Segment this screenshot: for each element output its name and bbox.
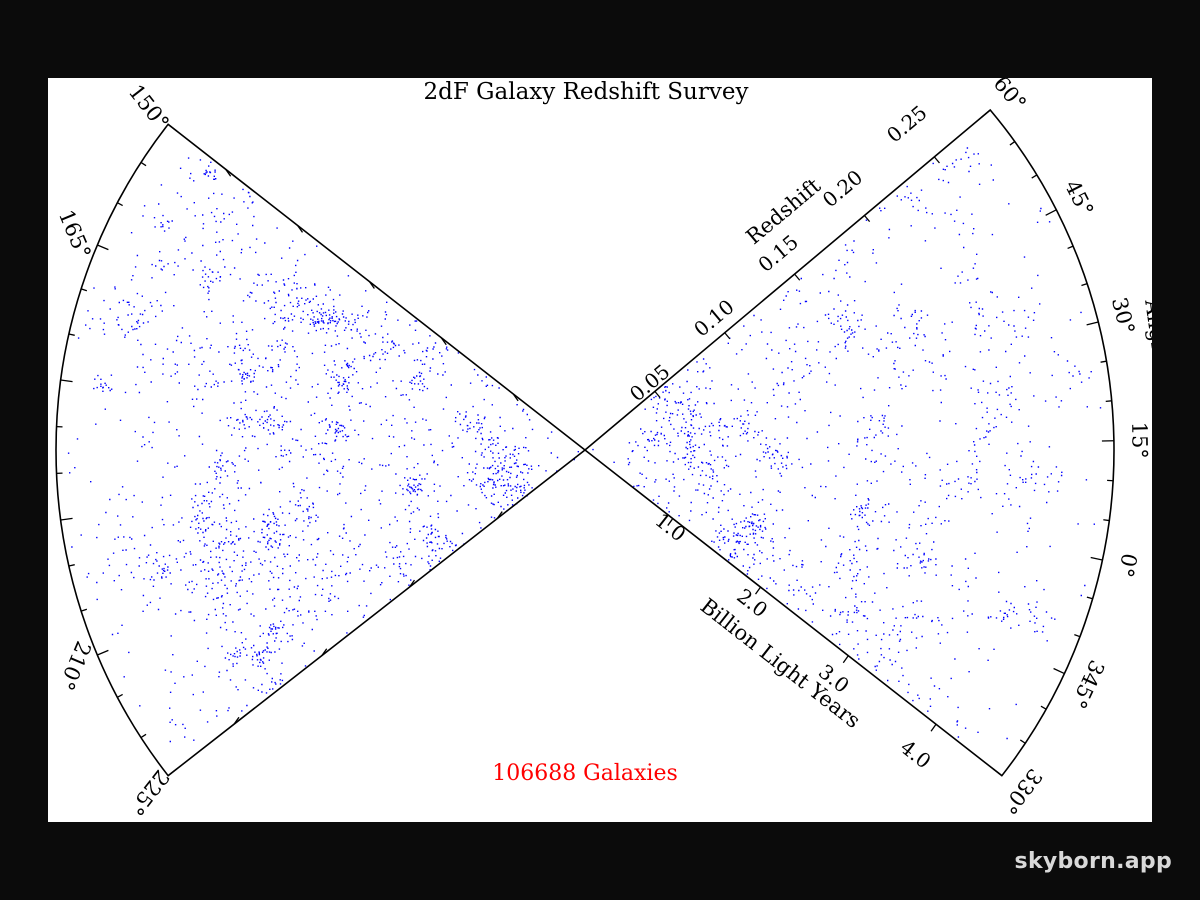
- left-angle-label: 210°: [54, 638, 96, 694]
- left-angle-tick: [97, 244, 109, 251]
- left-angle-tick: [97, 649, 109, 656]
- left-angle-label: 180°: [48, 350, 52, 403]
- redshift-tick: [794, 273, 801, 281]
- redshift-tick: [654, 390, 661, 398]
- galaxy-point-cloud: [67, 147, 1102, 743]
- left-angle-tick: [140, 733, 147, 739]
- right-angle-tick: [1086, 321, 1099, 326]
- right-angle-tick: [1100, 360, 1107, 363]
- left-angle-tick: [68, 333, 75, 336]
- right-angle-tick: [1105, 400, 1112, 403]
- distance-tick-label: 4.0: [896, 735, 936, 773]
- right-angle-tick: [1090, 556, 1103, 561]
- right-angle-tick: [1103, 519, 1110, 522]
- chart-panel: 0.05 0.10 0.15 0.20 0.25 Redshift 1.0 2.0 3.0 4.0…: [48, 78, 1152, 822]
- right-angle-label: 0°: [1113, 551, 1141, 579]
- wedge-frames: [55, 108, 1115, 777]
- left-angle-tick: [167, 767, 178, 777]
- left-angle-tick: [140, 161, 147, 167]
- redshift-tick: [724, 332, 731, 340]
- left-lower-edge-tick: [496, 511, 503, 519]
- left-angle-tick: [167, 123, 178, 133]
- left-angle-label: 225°: [124, 765, 174, 820]
- watermark: skyborn.app: [1014, 849, 1172, 874]
- right-angle-tick: [980, 109, 991, 119]
- distance-tick: [754, 586, 762, 595]
- right-angle-tick: [1019, 739, 1026, 744]
- right-angle-tick: [1053, 667, 1065, 675]
- right-angle-tick: [1031, 174, 1038, 179]
- right-angle-label: 345°: [1066, 656, 1109, 712]
- right-angle-tick: [1067, 245, 1074, 250]
- left-lower-edge-tick: [321, 648, 328, 657]
- left-angle-tick: [68, 564, 75, 567]
- left-angle-label: 165°: [54, 206, 96, 262]
- left-angle-tick: [117, 202, 123, 207]
- right-angle-label: 30°: [1107, 295, 1139, 337]
- galaxy-count-label: 106688 Galaxies: [492, 761, 678, 786]
- right-angle-tick: [1074, 633, 1081, 638]
- right-angle-label: 15°: [1127, 421, 1152, 459]
- left-angle-tick: [60, 379, 73, 383]
- right-angle-tick: [992, 767, 1003, 777]
- left-upper-edge-tick: [225, 168, 232, 177]
- redshift-tick-label: 0.05: [625, 359, 675, 406]
- redshift-tick: [863, 215, 871, 223]
- right-angle-tick: [1086, 596, 1093, 600]
- chart-title: 2dF Galaxy Redshift Survey: [424, 79, 749, 105]
- tick-marks: [56, 109, 1114, 777]
- right-angle-tick: [1045, 209, 1057, 216]
- redshift-tick-label: 0.25: [882, 100, 932, 147]
- left-angle-tick: [117, 693, 123, 698]
- left-upper-edge-tick: [296, 225, 304, 233]
- distance-tick: [930, 723, 937, 732]
- redshift-tick-label: 0.20: [818, 165, 868, 212]
- left-upper-edge-tick: [512, 393, 519, 402]
- left-upper-edge-tick: [440, 337, 447, 346]
- redshift-tick: [933, 156, 940, 164]
- wedge-chart: 0.050.100.150.200.25Redshift1.02.03.04.0…: [48, 78, 1152, 820]
- right-angle-label: 60°: [989, 78, 1031, 116]
- right-angle-tick: [1009, 141, 1016, 146]
- left-angle-tick: [80, 608, 88, 612]
- left-lower-edge-tick: [408, 579, 416, 588]
- left-lower-edge-tick: [233, 716, 240, 725]
- tick-labels: 0.050.100.150.200.25Redshift1.02.03.04.0…: [48, 78, 1152, 820]
- right-angle-tick: [1081, 282, 1088, 287]
- left-wedge-outline: [55, 123, 587, 777]
- left-angle-tick: [60, 517, 73, 521]
- redshift-tick-label: 0.10: [689, 294, 739, 341]
- left-angle-label: 195°: [48, 497, 52, 550]
- left-angle-tick: [80, 288, 88, 292]
- right-angle-label: 45°: [1060, 176, 1098, 220]
- distance-tick: [842, 655, 849, 664]
- left-upper-edge-tick: [368, 281, 375, 289]
- distance-tick-label: 1.0: [651, 508, 691, 546]
- right-angle-tick: [1040, 705, 1047, 710]
- galaxy-points: [67, 147, 1102, 743]
- distance-tick: [667, 518, 674, 526]
- angle-axis-label: Angle on Sky: [1140, 297, 1152, 440]
